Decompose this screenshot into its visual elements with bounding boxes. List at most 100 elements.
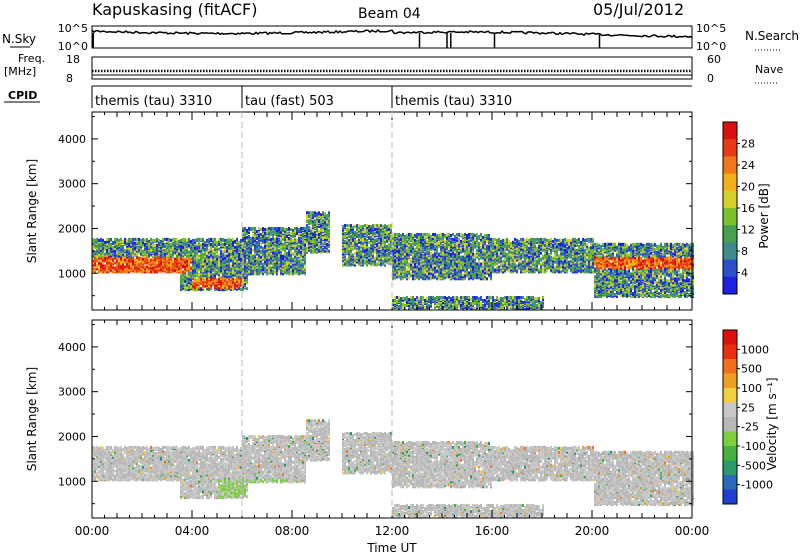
- power-cell: [430, 254, 432, 258]
- power-cell: [140, 238, 142, 242]
- power-cell: [316, 212, 318, 216]
- power-cell: [174, 257, 176, 261]
- power-cell: [192, 268, 194, 272]
- power-cell: [160, 242, 162, 246]
- power-cell: [176, 247, 178, 251]
- power-cell: [152, 261, 154, 265]
- power-cell: [112, 245, 114, 249]
- nsky-label: N.Sky: [2, 32, 36, 46]
- power-cell: [328, 249, 330, 253]
- power-cell: [180, 282, 182, 286]
- power-cell: [198, 267, 200, 271]
- power-cell: [424, 273, 426, 277]
- power-cell: [198, 260, 200, 264]
- power-cell: [112, 253, 114, 257]
- power-cell: [180, 288, 182, 292]
- power-cell: [374, 256, 376, 260]
- power-cell: [124, 240, 126, 244]
- power-cell: [386, 239, 388, 243]
- power-cell: [92, 265, 94, 269]
- power-cell: [194, 238, 196, 242]
- power-cell: [412, 233, 414, 237]
- power-cell: [216, 254, 218, 258]
- power-cell: [196, 283, 198, 287]
- power-cell: [160, 261, 162, 265]
- power-cell: [186, 276, 188, 280]
- power-cell: [230, 238, 232, 242]
- power-cell: [226, 254, 228, 258]
- power-cell: [100, 242, 102, 246]
- power-cell: [326, 214, 328, 218]
- power-cell: [238, 244, 240, 248]
- power-cell: [160, 247, 162, 251]
- power-cell: [398, 232, 400, 236]
- power-cell: [322, 236, 324, 240]
- power-cell: [288, 227, 290, 231]
- power-cell: [222, 285, 224, 289]
- nsky-tick-bottom: 10^0: [58, 40, 88, 53]
- power-cell: [148, 239, 150, 243]
- power-cell: [206, 254, 208, 258]
- power-cell: [280, 227, 282, 231]
- power-cell: [264, 260, 266, 264]
- power-cell: [382, 259, 384, 263]
- power-cell: [140, 266, 142, 270]
- power-cell: [196, 288, 198, 292]
- power-cell: [186, 282, 188, 286]
- power-cell: [434, 275, 436, 279]
- power-cell: [388, 242, 390, 246]
- power-cell: [132, 267, 134, 271]
- power-cell: [196, 255, 198, 259]
- power-cell: [114, 249, 116, 253]
- power-cell: [112, 247, 114, 251]
- power-cell: [380, 224, 382, 228]
- power-cell: [202, 262, 204, 266]
- power-cell: [310, 211, 312, 215]
- power-cell: [146, 270, 148, 274]
- power-cell: [424, 235, 426, 239]
- power-cell: [126, 248, 128, 252]
- power-cell: [154, 243, 156, 247]
- power-cell: [188, 281, 190, 285]
- power-cell: [168, 242, 170, 246]
- power-cell: [412, 296, 414, 300]
- power-cell: [362, 225, 364, 229]
- power-cell: [324, 212, 326, 216]
- power-cell: [406, 248, 408, 252]
- power-cell: [422, 296, 424, 300]
- power-cell: [154, 262, 156, 266]
- power-cell: [92, 247, 94, 251]
- power-cell: [98, 242, 100, 246]
- power-cell: [92, 268, 94, 272]
- power-cell: [282, 227, 284, 231]
- power-cell: [220, 237, 222, 241]
- power-cell: [120, 252, 122, 256]
- power-cell: [186, 279, 188, 283]
- power-cell: [294, 252, 296, 256]
- power-cell: [436, 233, 438, 237]
- power-cell: [354, 230, 356, 234]
- power-cell: [218, 237, 220, 241]
- power-cell: [96, 244, 98, 248]
- power-cell: [172, 259, 174, 263]
- power-cell: [142, 257, 144, 261]
- power-cell: [166, 237, 168, 241]
- power-cell: [190, 239, 192, 243]
- power-cell: [374, 250, 376, 254]
- power-cell: [164, 248, 166, 252]
- power-cell: [214, 237, 216, 241]
- power-cell: [138, 267, 140, 271]
- nsky-tick-top: 10^5: [58, 22, 88, 35]
- power-cell: [430, 298, 432, 302]
- power-cell: [126, 269, 128, 273]
- power-cell: [116, 246, 118, 250]
- power-cell: [204, 268, 206, 272]
- power-cell: [420, 270, 422, 274]
- power-cell: [158, 238, 160, 242]
- power-cell: [92, 256, 94, 260]
- power-cell: [322, 219, 324, 223]
- power-cell: [192, 249, 194, 253]
- power-cell: [96, 251, 98, 255]
- power-cell: [142, 261, 144, 265]
- power-cell: [304, 227, 306, 231]
